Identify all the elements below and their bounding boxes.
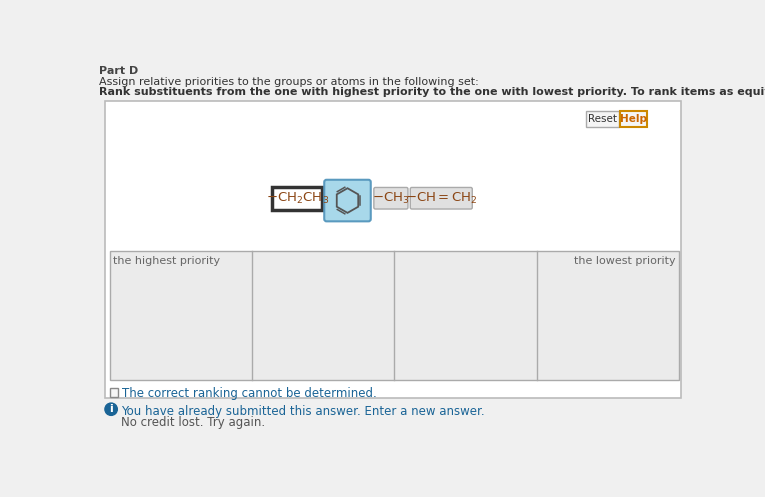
FancyBboxPatch shape bbox=[109, 389, 118, 397]
Text: Help: Help bbox=[620, 114, 647, 124]
Text: $\mathregular{-CH_3}$: $\mathregular{-CH_3}$ bbox=[372, 191, 410, 206]
Text: $\mathregular{-CH{=}CH_2}$: $\mathregular{-CH{=}CH_2}$ bbox=[405, 191, 477, 206]
Text: You have already submitted this answer. Enter a new answer.: You have already submitted this answer. … bbox=[121, 406, 485, 418]
FancyBboxPatch shape bbox=[272, 187, 322, 210]
Text: the lowest priority: the lowest priority bbox=[574, 256, 675, 266]
Text: Rank substituents from the one with highest priority to the one with lowest prio: Rank substituents from the one with high… bbox=[99, 87, 765, 97]
FancyBboxPatch shape bbox=[620, 111, 647, 127]
FancyBboxPatch shape bbox=[324, 180, 371, 221]
Text: the highest priority: the highest priority bbox=[113, 256, 220, 266]
FancyBboxPatch shape bbox=[105, 101, 681, 398]
Text: Part D: Part D bbox=[99, 66, 138, 76]
Circle shape bbox=[105, 403, 117, 415]
Text: No credit lost. Try again.: No credit lost. Try again. bbox=[121, 416, 265, 429]
Text: Assign relative priorities to the groups or atoms in the following set:: Assign relative priorities to the groups… bbox=[99, 77, 478, 86]
FancyBboxPatch shape bbox=[374, 187, 408, 209]
FancyBboxPatch shape bbox=[410, 187, 472, 209]
FancyBboxPatch shape bbox=[586, 111, 619, 127]
Text: Reset: Reset bbox=[588, 114, 617, 124]
Text: The correct ranking cannot be determined.: The correct ranking cannot be determined… bbox=[122, 387, 376, 400]
Text: $\mathregular{-CH_2CH_3}$: $\mathregular{-CH_2CH_3}$ bbox=[265, 191, 329, 206]
FancyBboxPatch shape bbox=[109, 250, 679, 380]
Text: i: i bbox=[109, 404, 113, 414]
